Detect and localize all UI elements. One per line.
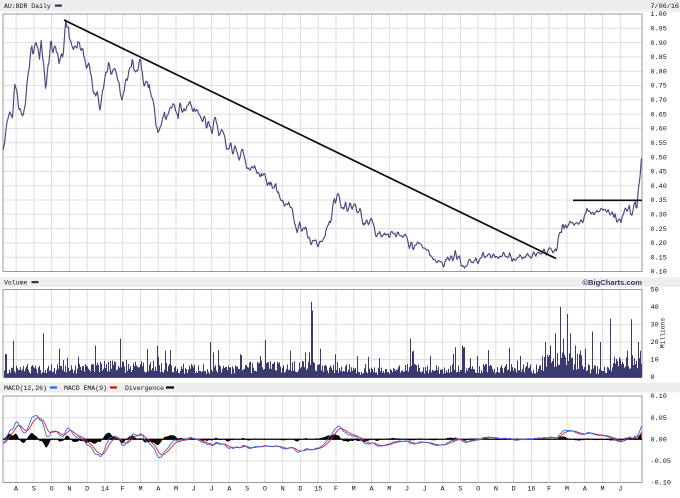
svg-text:10: 10: [651, 357, 659, 365]
svg-text:N: N: [67, 486, 71, 494]
svg-text:©BigCharts.com: ©BigCharts.com: [582, 278, 642, 287]
svg-text:AU:BDR Daily: AU:BDR Daily: [4, 3, 51, 10]
svg-text:N: N: [281, 486, 285, 494]
svg-text:S: S: [32, 486, 36, 494]
svg-text:O: O: [50, 486, 54, 494]
svg-text:A: A: [583, 486, 588, 494]
svg-text:0.45: 0.45: [651, 169, 667, 177]
svg-text:16: 16: [527, 486, 535, 494]
svg-text:N: N: [494, 486, 498, 494]
svg-text:40: 40: [651, 304, 659, 312]
svg-text:M: M: [352, 486, 356, 494]
svg-text:A: A: [441, 486, 446, 494]
svg-text:50: 50: [651, 287, 659, 295]
svg-text:0.70: 0.70: [651, 97, 667, 105]
svg-text:0.75: 0.75: [651, 83, 667, 91]
svg-text:0.35: 0.35: [651, 197, 667, 205]
svg-text:0.20: 0.20: [651, 240, 667, 248]
svg-text:M: M: [138, 486, 142, 494]
svg-text:S: S: [245, 486, 249, 494]
svg-text:0.65: 0.65: [651, 111, 667, 119]
svg-text:-0.05: -0.05: [651, 458, 671, 466]
svg-text:MACD EMA(9): MACD EMA(9): [64, 385, 107, 392]
svg-text:M: M: [387, 486, 391, 494]
svg-text:M: M: [565, 486, 569, 494]
svg-text:D: D: [512, 486, 516, 494]
svg-text:A: A: [369, 486, 374, 494]
svg-text:D: D: [85, 486, 89, 494]
svg-text:0.60: 0.60: [651, 126, 667, 134]
svg-text:M: M: [174, 486, 178, 494]
svg-text:A: A: [227, 486, 232, 494]
svg-text:0.15: 0.15: [651, 254, 667, 262]
svg-text:J: J: [192, 486, 196, 494]
svg-text:S: S: [458, 486, 462, 494]
svg-text:0.10: 0.10: [651, 393, 667, 401]
svg-text:A: A: [14, 486, 19, 494]
svg-text:0.95: 0.95: [651, 26, 667, 34]
svg-text:7/06/16: 7/06/16: [650, 3, 679, 11]
svg-text:J: J: [618, 486, 622, 494]
svg-text:30: 30: [651, 322, 659, 330]
svg-text:F: F: [547, 486, 551, 494]
svg-text:0.25: 0.25: [651, 226, 667, 234]
svg-text:0.30: 0.30: [651, 211, 667, 219]
svg-text:O: O: [476, 486, 480, 494]
svg-text:O: O: [263, 486, 267, 494]
svg-text:Divergence: Divergence: [125, 385, 164, 392]
svg-text:F: F: [334, 486, 338, 494]
svg-text:Volume: Volume: [4, 280, 28, 287]
svg-text:0.85: 0.85: [651, 54, 667, 62]
svg-text:D: D: [298, 486, 302, 494]
svg-text:MACD(12,26): MACD(12,26): [4, 385, 47, 392]
svg-text:0.80: 0.80: [651, 68, 667, 76]
svg-text:-0.10: -0.10: [651, 480, 671, 488]
svg-text:0.00: 0.00: [651, 436, 667, 444]
svg-text:20: 20: [651, 339, 659, 347]
svg-text:0.10: 0.10: [651, 269, 667, 277]
svg-text:0: 0: [651, 374, 655, 382]
svg-text:J: J: [423, 486, 427, 494]
svg-text:14: 14: [101, 486, 109, 494]
svg-text:15: 15: [314, 486, 322, 494]
svg-text:1.00: 1.00: [651, 11, 667, 19]
svg-text:0.50: 0.50: [651, 154, 667, 162]
svg-text:M: M: [600, 486, 604, 494]
svg-text:0.05: 0.05: [651, 415, 667, 423]
svg-text:0.90: 0.90: [651, 40, 667, 48]
svg-text:A: A: [156, 486, 161, 494]
svg-text:J: J: [210, 486, 214, 494]
svg-text:0.55: 0.55: [651, 140, 667, 148]
svg-text:Millions: Millions: [660, 318, 667, 348]
svg-text:F: F: [121, 486, 125, 494]
svg-text:J: J: [405, 486, 409, 494]
svg-text:0.40: 0.40: [651, 183, 667, 191]
